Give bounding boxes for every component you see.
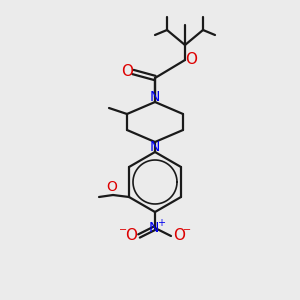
Text: +: +: [157, 218, 165, 228]
Text: O: O: [173, 229, 185, 244]
Text: −: −: [183, 225, 191, 235]
Text: O: O: [125, 229, 137, 244]
Text: −: −: [119, 225, 127, 235]
Text: N: N: [149, 221, 159, 235]
Text: O: O: [121, 64, 133, 80]
Text: N: N: [150, 140, 160, 154]
Text: N: N: [150, 90, 160, 104]
Text: O: O: [106, 180, 118, 194]
Text: O: O: [185, 52, 197, 68]
